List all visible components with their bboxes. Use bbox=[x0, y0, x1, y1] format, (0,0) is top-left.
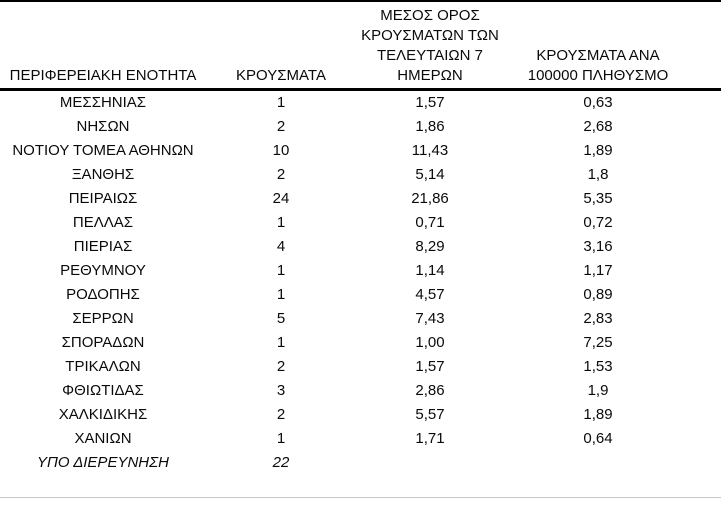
table-row: ΧΑΝΙΩΝ 1 1,71 0,64 bbox=[0, 427, 721, 451]
table-row: ΞΑΝΘΗΣ 2 5,14 1,8 bbox=[0, 163, 721, 187]
region-cell: ΞΑΝΘΗΣ bbox=[71, 166, 135, 183]
column-header-cases: ΚΡΟΥΣΜΑΤΑ bbox=[206, 1, 356, 91]
region-cell: ΧΑΛΚΙΔΙΚΗΣ bbox=[58, 406, 148, 423]
cases-cell: 2 bbox=[276, 166, 286, 183]
cases-cell: 5 bbox=[276, 310, 286, 327]
table-header: ΠΕΡΙΦΕΡΕΙΑΚΗ ΕΝΟΤΗΤΑ ΚΡΟΥΣΜΑΤΑ ΜΕΣΟΣ ΟΡΟ… bbox=[0, 1, 721, 91]
region-cell: ΠΕΛΛΑΣ bbox=[72, 214, 134, 231]
region-cell: ΠΕΙΡΑΙΩΣ bbox=[68, 190, 138, 207]
table-row: ΜΕΣΣΗΝΙΑΣ 1 1,57 0,63 bbox=[0, 90, 721, 116]
table-row: ΡΕΘΥΜΝΟΥ 1 1,14 1,17 bbox=[0, 259, 721, 283]
per100k-cell: 3,16 bbox=[583, 238, 613, 255]
cases-cell: 2 bbox=[276, 118, 286, 135]
region-cell: ΜΕΣΣΗΝΙΑΣ bbox=[59, 94, 147, 111]
avg7-cell: 21,86 bbox=[411, 190, 449, 207]
table-row: ΠΙΕΡΙΑΣ 4 8,29 3,16 bbox=[0, 235, 721, 259]
avg7-cell: 8,29 bbox=[415, 238, 445, 255]
per100k-cell: 5,35 bbox=[583, 190, 613, 207]
region-cell: ΧΑΝΙΩΝ bbox=[74, 430, 132, 447]
avg7-cell: 1,00 bbox=[415, 334, 445, 351]
cases-cell: 1 bbox=[276, 214, 286, 231]
table-row: ΣΠΟΡΑΔΩΝ 1 1,00 7,25 bbox=[0, 331, 721, 355]
per100k-cell: 1,89 bbox=[583, 406, 613, 423]
table-row: ΣΕΡΡΩΝ 5 7,43 2,83 bbox=[0, 307, 721, 331]
region-cell: ΡΕΘΥΜΝΟΥ bbox=[60, 262, 146, 279]
header-line: ΚΡΟΥΣΜΑΤΑ ΑΝΑ bbox=[536, 47, 660, 64]
cases-cell: 1 bbox=[276, 286, 286, 303]
bottom-rule bbox=[0, 497, 721, 498]
avg7-cell: 1,57 bbox=[415, 358, 445, 375]
per100k-cell: 7,25 bbox=[583, 334, 613, 351]
header-row: ΠΕΡΙΦΕΡΕΙΑΚΗ ΕΝΟΤΗΤΑ ΚΡΟΥΣΜΑΤΑ ΜΕΣΟΣ ΟΡΟ… bbox=[0, 1, 721, 91]
header-line: ΚΡΟΥΣΜΑΤΩΝ ΤΩΝ bbox=[361, 27, 499, 44]
table-row-under-investigation: ΥΠΟ ΔΙΕΡΕΥΝΗΣΗ 22 bbox=[0, 451, 721, 475]
region-cell: ΡΟΔΟΠΗΣ bbox=[66, 286, 140, 303]
header-line: ΜΕΣΟΣ ΟΡΟΣ bbox=[380, 7, 480, 24]
cases-cell: 1 bbox=[276, 430, 286, 447]
table-row: ΠΕΛΛΑΣ 1 0,71 0,72 bbox=[0, 211, 721, 235]
cases-cell: 3 bbox=[276, 382, 286, 399]
per100k-cell: 0,89 bbox=[583, 286, 613, 303]
cases-cell: 1 bbox=[276, 94, 286, 111]
region-cell: ΝΗΣΩΝ bbox=[76, 118, 130, 135]
avg7-cell: 1,57 bbox=[415, 94, 445, 111]
region-cell: ΥΠΟ ΔΙΕΡΕΥΝΗΣΗ bbox=[37, 454, 169, 471]
header-line: ΗΜΕΡΩΝ bbox=[397, 67, 463, 84]
per100k-cell: 0,64 bbox=[583, 430, 613, 447]
cases-cell: 1 bbox=[276, 262, 286, 279]
column-header-7day-average: ΜΕΣΟΣ ΟΡΟΣ ΚΡΟΥΣΜΑΤΩΝ ΤΩΝ ΤΕΛΕΥΤΑΙΩΝ 7 Η… bbox=[356, 1, 504, 91]
avg7-cell: 7,43 bbox=[415, 310, 445, 327]
header-line: ΚΡΟΥΣΜΑΤΑ bbox=[236, 67, 326, 84]
cases-cell: 1 bbox=[276, 334, 286, 351]
region-cell: ΣΕΡΡΩΝ bbox=[72, 310, 134, 327]
avg7-cell: 1,86 bbox=[415, 118, 445, 135]
region-cell: ΠΙΕΡΙΑΣ bbox=[73, 238, 133, 255]
cases-cell: 2 bbox=[276, 406, 286, 423]
table-row: ΡΟΔΟΠΗΣ 1 4,57 0,89 bbox=[0, 283, 721, 307]
table-row: ΠΕΙΡΑΙΩΣ 24 21,86 5,35 bbox=[0, 187, 721, 211]
avg7-cell: 4,57 bbox=[415, 286, 445, 303]
per100k-cell: 2,83 bbox=[583, 310, 613, 327]
region-cell: ΦΘΙΩΤΙΔΑΣ bbox=[62, 382, 144, 399]
column-header-cases-per-100k: ΚΡΟΥΣΜΑΤΑ ΑΝΑ 100000 ΠΛΗΘΥΣΜΟ bbox=[504, 1, 721, 91]
region-cell: ΝΟΤΙΟΥ ΤΟΜΕΑ ΑΘΗΝΩΝ bbox=[12, 142, 194, 159]
avg7-cell: 5,14 bbox=[415, 166, 445, 183]
header-line: ΤΕΛΕΥΤΑΙΩΝ 7 bbox=[377, 47, 483, 64]
cases-table: ΠΕΡΙΦΕΡΕΙΑΚΗ ΕΝΟΤΗΤΑ ΚΡΟΥΣΜΑΤΑ ΜΕΣΟΣ ΟΡΟ… bbox=[0, 0, 721, 476]
cases-cell: 22 bbox=[272, 454, 290, 471]
column-header-region: ΠΕΡΙΦΕΡΕΙΑΚΗ ΕΝΟΤΗΤΑ bbox=[0, 1, 206, 91]
region-cell: ΣΠΟΡΑΔΩΝ bbox=[61, 334, 145, 351]
per100k-cell bbox=[504, 451, 721, 475]
cases-cell: 24 bbox=[272, 190, 290, 207]
per100k-cell: 1,89 bbox=[583, 142, 613, 159]
header-line: 100000 ΠΛΗΘΥΣΜΟ bbox=[527, 67, 669, 84]
table-row: ΧΑΛΚΙΔΙΚΗΣ 2 5,57 1,89 bbox=[0, 403, 721, 427]
cases-cell: 10 bbox=[272, 142, 290, 159]
table-row: ΤΡΙΚΑΛΩΝ 2 1,57 1,53 bbox=[0, 355, 721, 379]
avg7-cell: 11,43 bbox=[411, 142, 449, 159]
avg7-cell: 1,71 bbox=[415, 430, 445, 447]
per100k-cell: 1,53 bbox=[583, 358, 613, 375]
cases-cell: 4 bbox=[276, 238, 286, 255]
cases-cell: 2 bbox=[276, 358, 286, 375]
per100k-cell: 1,17 bbox=[583, 262, 613, 279]
table-row: ΝΗΣΩΝ 2 1,86 2,68 bbox=[0, 115, 721, 139]
region-cell: ΤΡΙΚΑΛΩΝ bbox=[65, 358, 141, 375]
avg7-cell: 5,57 bbox=[415, 406, 445, 423]
header-line: ΠΕΡΙΦΕΡΕΙΑΚΗ ΕΝΟΤΗΤΑ bbox=[9, 67, 197, 84]
per100k-cell: 2,68 bbox=[583, 118, 613, 135]
avg7-cell: 0,71 bbox=[415, 214, 445, 231]
avg7-cell: 1,14 bbox=[415, 262, 445, 279]
per100k-cell: 1,8 bbox=[587, 166, 609, 183]
table-body: ΜΕΣΣΗΝΙΑΣ 1 1,57 0,63 ΝΗΣΩΝ 2 1,86 2,68 … bbox=[0, 90, 721, 476]
avg7-cell: 2,86 bbox=[415, 382, 445, 399]
per100k-cell: 1,9 bbox=[587, 382, 609, 399]
table-row: ΝΟΤΙΟΥ ΤΟΜΕΑ ΑΘΗΝΩΝ 10 11,43 1,89 bbox=[0, 139, 721, 163]
avg7-cell bbox=[356, 451, 504, 475]
per100k-cell: 0,63 bbox=[583, 94, 613, 111]
per100k-cell: 0,72 bbox=[583, 214, 613, 231]
table-row: ΦΘΙΩΤΙΔΑΣ 3 2,86 1,9 bbox=[0, 379, 721, 403]
